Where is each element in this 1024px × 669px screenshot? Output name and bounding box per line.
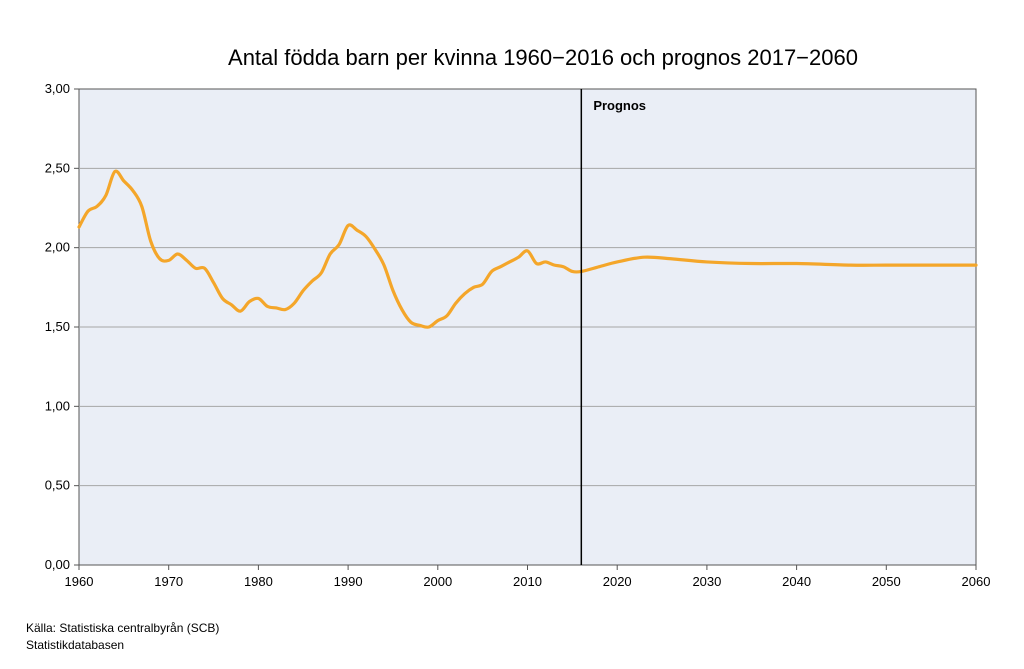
y-axis: 0,00 0,50 1,00 1,50 2,00 2,50 3,00	[45, 81, 79, 572]
y-tick-label: 1,50	[45, 319, 70, 334]
x-tick-label: 2020	[603, 574, 632, 589]
x-tick-label: 1960	[65, 574, 94, 589]
source-line-2: Statistikdatabasen	[26, 638, 125, 652]
y-tick-label: 0,00	[45, 557, 70, 572]
series-line	[77, 169, 978, 329]
chart-title: Antal födda barn per kvinna 1960−2016 oc…	[228, 45, 858, 70]
source-line-1: Källa: Statistiska centralbyrån (SCB)	[26, 621, 220, 635]
y-tick-label: 0,50	[45, 478, 70, 493]
x-tick-label: 2040	[782, 574, 811, 589]
x-tick-label: 1990	[334, 574, 363, 589]
grid-layer	[79, 167, 976, 487]
x-tick-label: 2060	[962, 574, 991, 589]
forecast-label: Prognos	[593, 98, 646, 113]
x-tick-label: 2000	[423, 574, 452, 589]
series-layer	[77, 169, 978, 329]
x-tick-label: 1980	[244, 574, 273, 589]
x-tick-label: 2010	[513, 574, 542, 589]
x-tick-label: 2030	[692, 574, 721, 589]
x-axis: 1960 1970 1980 1990 2000 2010 2020 2030 2040 2050…	[65, 565, 991, 589]
y-tick-label: 3,00	[45, 81, 70, 96]
y-tick-label: 2,50	[45, 160, 70, 175]
y-tick-label: 1,00	[45, 398, 70, 413]
x-tick-label: 1970	[154, 574, 183, 589]
x-tick-label: 2050	[872, 574, 901, 589]
y-tick-label: 2,00	[45, 240, 70, 255]
annotation-layer: Prognos	[580, 89, 646, 565]
